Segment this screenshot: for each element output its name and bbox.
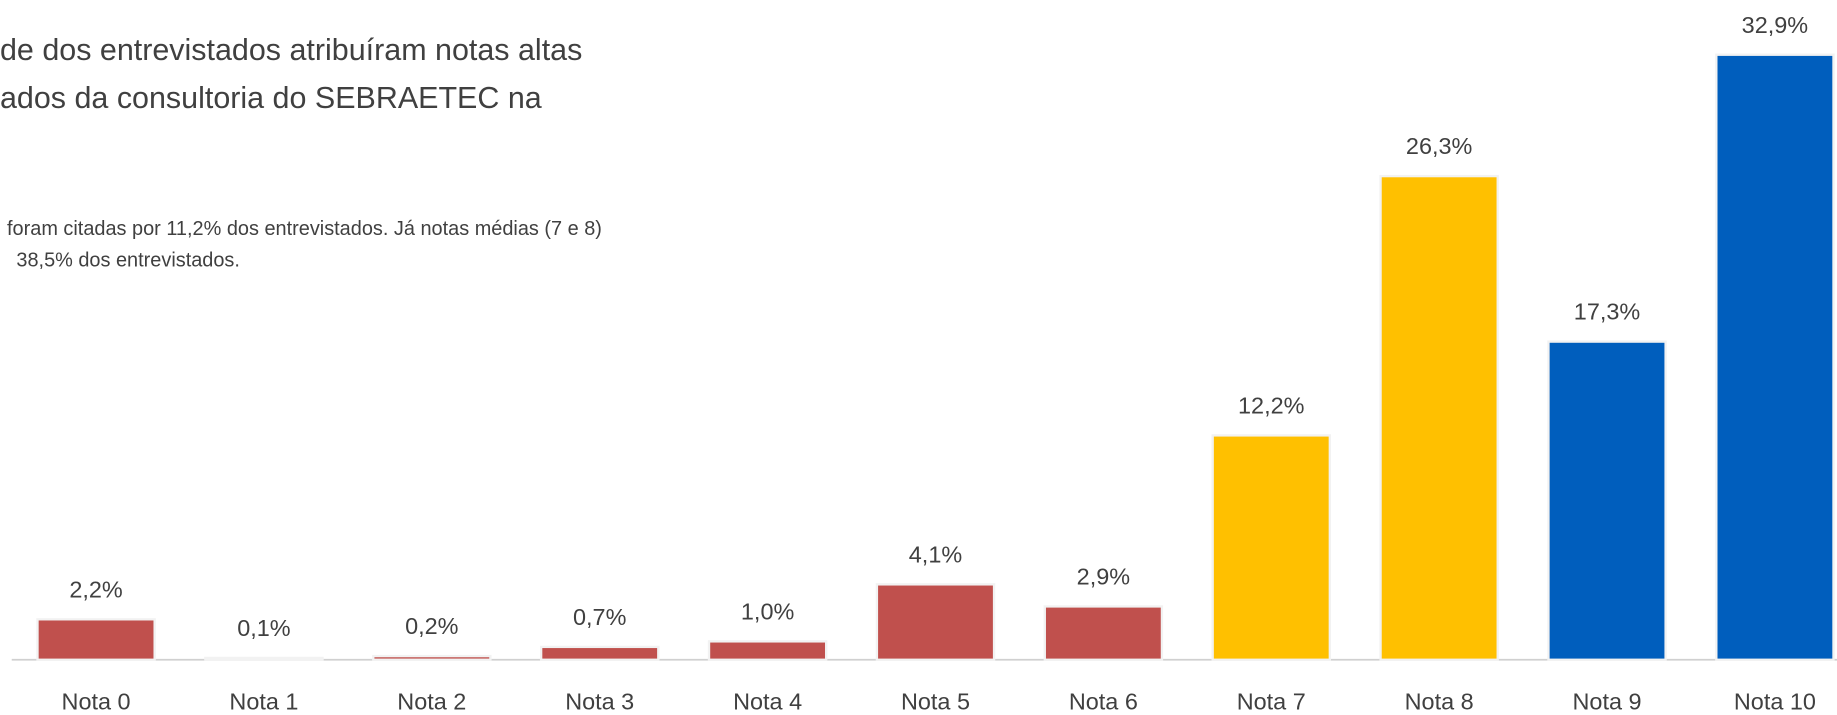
value-label: 2,2%	[69, 576, 122, 602]
value-label: 12,2%	[1238, 392, 1304, 418]
bar	[1211, 434, 1332, 661]
bar	[1379, 174, 1499, 661]
subtitle-line: foram citadas por 11,2% dos entrevistado…	[7, 218, 602, 240]
x-tick-label: Nota 2	[397, 688, 466, 714]
value-label: 4,1%	[909, 541, 962, 567]
x-tick-label: Nota 9	[1573, 688, 1642, 714]
x-tick-label: Nota 8	[1405, 688, 1474, 714]
value-label: 1,0%	[741, 598, 794, 624]
x-tick-label: Nota 7	[1237, 688, 1306, 714]
bar	[36, 618, 156, 661]
bar	[1715, 53, 1835, 661]
value-label: 17,3%	[1574, 299, 1640, 325]
value-label: 0,1%	[237, 615, 290, 641]
bar	[1043, 605, 1164, 661]
bar	[707, 640, 828, 661]
x-tick-label: Nota 4	[733, 688, 802, 714]
subtitle-line: 38,5% dos entrevistados.	[16, 250, 240, 272]
bar	[372, 654, 492, 661]
bar	[539, 645, 660, 661]
x-tick-label: Nota 1	[229, 688, 298, 714]
x-tick-label: Nota 6	[1069, 688, 1138, 714]
bar	[204, 656, 324, 661]
bar	[1547, 340, 1667, 661]
bar	[875, 583, 996, 661]
value-label: 26,3%	[1406, 133, 1472, 159]
x-tick-label: Nota 5	[901, 688, 970, 714]
title-line: de dos entrevistados atribuíram notas al…	[0, 33, 582, 67]
value-label: 0,2%	[405, 613, 458, 639]
x-tick-label: Nota 10	[1734, 688, 1816, 714]
x-tick-label: Nota 0	[62, 688, 131, 714]
value-label: 2,9%	[1077, 564, 1130, 590]
value-label: 32,9%	[1742, 12, 1808, 38]
title-line: ados da consultoria do SEBRAETEC na	[0, 81, 542, 115]
value-label: 0,7%	[573, 604, 626, 630]
x-tick-label: Nota 3	[565, 688, 634, 714]
